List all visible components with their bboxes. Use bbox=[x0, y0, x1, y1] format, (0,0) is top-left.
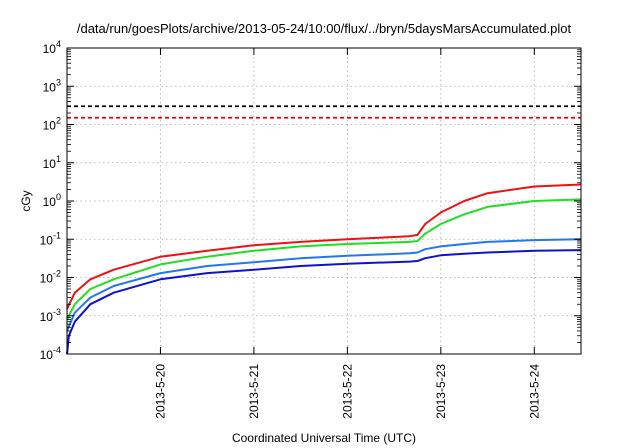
x-tick-label: 2013-5-24 bbox=[527, 364, 541, 419]
x-tick-label: 2013-5-23 bbox=[434, 364, 448, 419]
y-tick-label: 10-4 bbox=[40, 345, 61, 362]
series-line bbox=[66, 198, 582, 320]
series-line bbox=[66, 238, 582, 332]
x-tick-label: 2013-5-20 bbox=[153, 364, 167, 419]
series-line bbox=[66, 183, 582, 310]
reference-lines bbox=[67, 105, 581, 119]
grid bbox=[67, 48, 581, 354]
y-tick-label: 104 bbox=[43, 39, 61, 56]
y-tick-label: 10-2 bbox=[40, 269, 61, 286]
y-tick-label: 102 bbox=[43, 116, 61, 133]
series-lines bbox=[66, 183, 582, 355]
series-line bbox=[66, 249, 582, 355]
y-tick-label: 100 bbox=[43, 192, 61, 209]
x-tick-label: 2013-5-22 bbox=[340, 364, 354, 419]
y-axis-label: cGy bbox=[19, 190, 33, 211]
y-tick-label: 101 bbox=[43, 154, 61, 171]
x-tick-label: 2013-5-21 bbox=[247, 364, 261, 419]
y-tick-label: 10-1 bbox=[40, 230, 61, 247]
x-ticks: 2013-5-20 2013-5-21 2013-5-22 2013-5-23 2013… bbox=[153, 48, 541, 419]
y-tick-label: 10-3 bbox=[40, 307, 61, 324]
x-axis-label: Coordinated Universal Time (UTC) bbox=[232, 431, 416, 445]
y-ticks: 10-4 10-3 10-2 10-1 100 101 102 103 104 bbox=[40, 39, 581, 362]
chart-title: /data/run/goesPlots/archive/2013-05-24/1… bbox=[77, 21, 572, 36]
y-tick-label: 103 bbox=[43, 77, 61, 94]
